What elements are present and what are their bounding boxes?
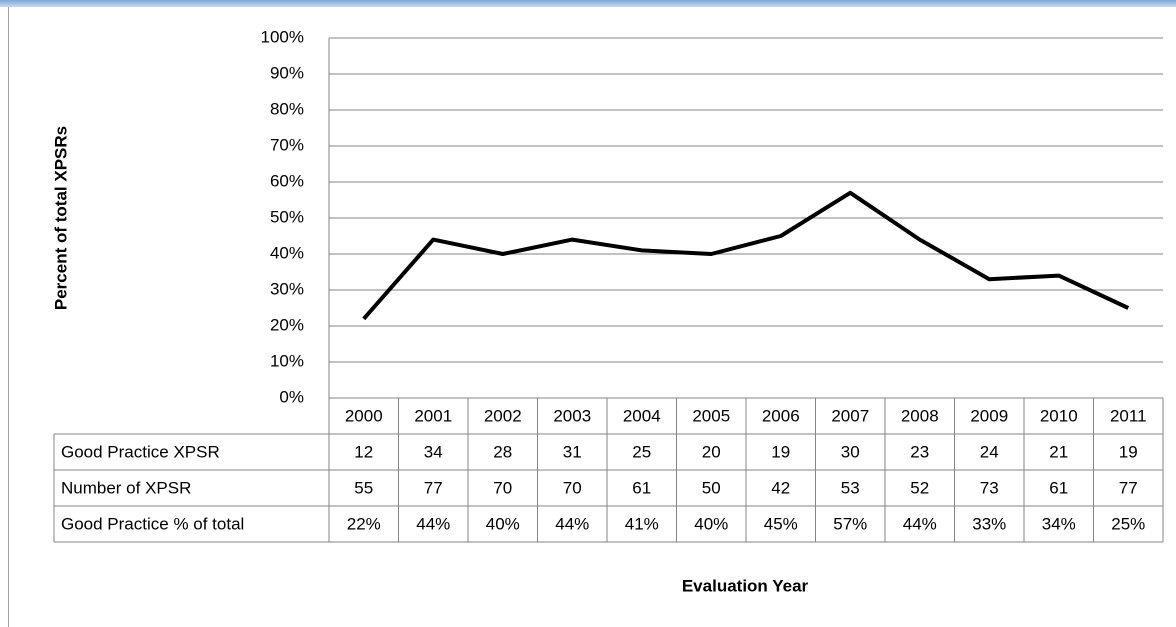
data-label: 34% <box>1042 514 1076 533</box>
table-cell: 24 <box>980 442 999 461</box>
table-cell: 23 <box>910 442 929 461</box>
y-tick-label: 100% <box>261 27 304 46</box>
x-tick-label: 2007 <box>831 406 869 425</box>
table-cell: 19 <box>1119 442 1138 461</box>
table-cell: 25 <box>632 442 651 461</box>
y-tick-label: 20% <box>270 315 304 334</box>
data-label: 44% <box>555 514 589 533</box>
y-tick-label: 80% <box>270 99 304 118</box>
data-label: 41% <box>625 514 659 533</box>
y-axis-title: Percent of total XPSRs <box>51 126 70 310</box>
x-tick-label: 2004 <box>623 406 661 425</box>
x-tick-label: 2009 <box>970 406 1008 425</box>
table-cell: 31 <box>563 442 582 461</box>
table-cell: 61 <box>632 478 651 497</box>
table-row-label: Number of XPSR <box>61 478 191 497</box>
data-label: 40% <box>694 514 728 533</box>
x-tick-label: 2008 <box>901 406 939 425</box>
y-tick-label: 0% <box>279 387 304 406</box>
table-cell: 19 <box>771 442 790 461</box>
x-tick-label: 2001 <box>414 406 452 425</box>
window-top-bar <box>0 0 1176 7</box>
table-cell: 21 <box>1049 442 1068 461</box>
x-tick-label: 2010 <box>1040 406 1078 425</box>
x-tick-label: 2006 <box>762 406 800 425</box>
y-tick-label: 60% <box>270 171 304 190</box>
y-tick-label: 40% <box>270 243 304 262</box>
table-cell: 34 <box>424 442 443 461</box>
legend-label: Good Practice % of total <box>61 514 244 533</box>
table-cell: 52 <box>910 478 929 497</box>
table-cell: 50 <box>702 478 721 497</box>
table-cell: 70 <box>493 478 512 497</box>
table-cell: 28 <box>493 442 512 461</box>
x-tick-label: 2011 <box>1110 406 1147 425</box>
table-cell: 53 <box>841 478 860 497</box>
data-label: 22% <box>347 514 381 533</box>
table-cell: 12 <box>354 442 373 461</box>
table-cell: 30 <box>841 442 860 461</box>
x-tick-label: 2003 <box>553 406 591 425</box>
y-tick-label: 10% <box>270 351 304 370</box>
data-label: 44% <box>903 514 937 533</box>
y-tick-label: 30% <box>270 279 304 298</box>
data-label: 33% <box>972 514 1006 533</box>
y-tick-label: 50% <box>270 207 304 226</box>
table-cell: 20 <box>702 442 721 461</box>
table-cell: 73 <box>980 478 999 497</box>
table-cell: 42 <box>771 478 790 497</box>
y-tick-label: 70% <box>270 135 304 154</box>
data-label: 45% <box>764 514 798 533</box>
data-label: 44% <box>416 514 450 533</box>
table-cell: 77 <box>424 478 443 497</box>
x-tick-label: 2000 <box>345 406 383 425</box>
x-tick-label: 2002 <box>484 406 522 425</box>
data-label: 25% <box>1111 514 1145 533</box>
line-series <box>362 190 1130 321</box>
table-cell: 55 <box>354 478 373 497</box>
table-row-label: Good Practice XPSR <box>61 442 220 461</box>
x-axis-title: Evaluation Year <box>682 576 809 595</box>
table-cell: 61 <box>1049 478 1068 497</box>
data-label: 40% <box>486 514 520 533</box>
x-tick-label: 2005 <box>692 406 730 425</box>
table-cell: 70 <box>563 478 582 497</box>
data-label: 57% <box>833 514 867 533</box>
y-tick-label: 90% <box>270 63 304 82</box>
table-cell: 77 <box>1119 478 1138 497</box>
